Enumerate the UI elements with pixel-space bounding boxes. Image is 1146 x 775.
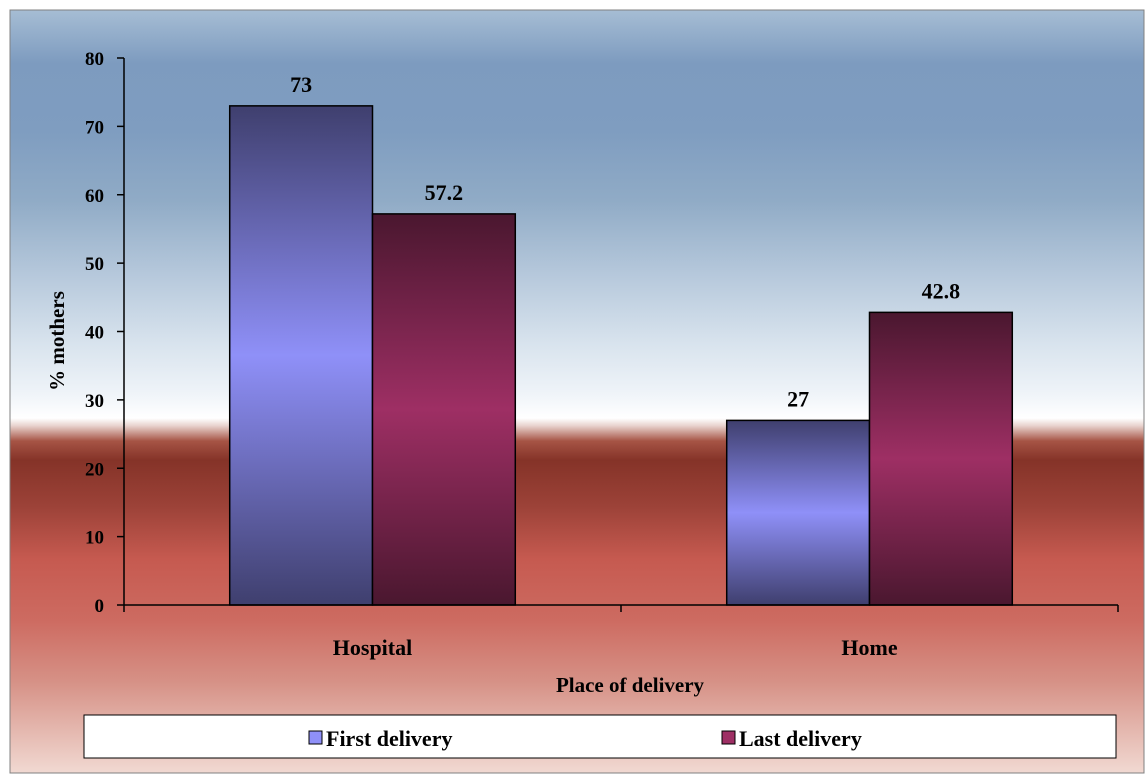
legend: First delivery Last delivery: [83, 714, 1117, 759]
legend-label-first-delivery: First delivery: [326, 726, 452, 751]
bar-hospital-last-delivery: [371, 213, 517, 606]
y-tick-label: 50: [85, 254, 104, 275]
y-tick-label: 20: [85, 459, 104, 480]
legend-swatch-last-delivery: [721, 730, 736, 745]
legend-box: [83, 714, 1117, 759]
data-label-home-first-delivery: 27: [787, 386, 809, 411]
data-label-hospital-first-delivery: 73: [290, 72, 312, 97]
data-label-hospital-last-delivery: 57.2: [425, 180, 464, 205]
legend-label-last-delivery: Last delivery: [739, 726, 862, 751]
bar-hospital-first-delivery: [228, 105, 374, 606]
bar-home-last-delivery: [868, 311, 1014, 606]
y-tick-label: 0: [95, 596, 105, 617]
y-tick-label: 60: [85, 186, 104, 207]
data-label-home-last-delivery: 42.8: [922, 278, 961, 303]
y-tick-label: 10: [85, 528, 104, 549]
x-category-label-hospital: Hospital: [333, 635, 412, 660]
y-axis-title: % mothers: [45, 291, 69, 391]
y-tick-label: 70: [85, 117, 104, 138]
y-tick-label: 80: [85, 49, 104, 70]
legend-swatch-first-delivery: [308, 730, 323, 745]
y-tick-label: 40: [85, 323, 104, 344]
x-category-label-home: Home: [841, 635, 897, 660]
y-tick-label: 30: [85, 391, 104, 412]
bar-home-first-delivery: [725, 419, 871, 606]
x-axis-title: Place of delivery: [556, 673, 705, 697]
